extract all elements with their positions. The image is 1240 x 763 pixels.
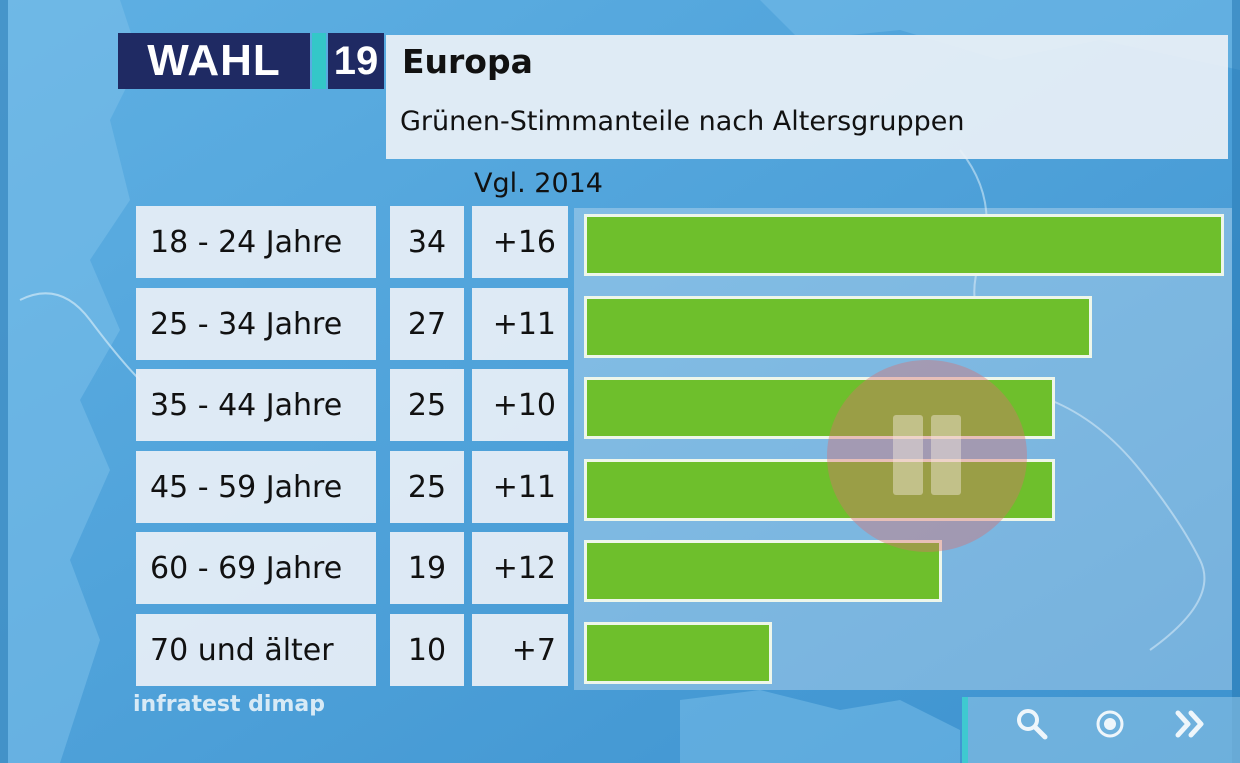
value-label: 25 — [390, 451, 464, 523]
logo-year: 19 — [328, 33, 384, 89]
record-icon[interactable] — [1090, 704, 1130, 744]
logo-wahl: WAHL — [118, 33, 310, 89]
search-icon[interactable] — [1012, 704, 1052, 744]
change-label: +11 — [472, 288, 568, 360]
pause-icon-bar-right — [931, 415, 961, 495]
chart-title: Europa — [402, 42, 533, 81]
change-label: +10 — [472, 369, 568, 441]
change-label: +7 — [472, 614, 568, 686]
value-label: 25 — [390, 369, 464, 441]
bar — [584, 377, 1055, 439]
change-label: +16 — [472, 206, 568, 278]
bar — [584, 214, 1224, 276]
title-panel — [386, 35, 1228, 159]
bar — [584, 459, 1055, 521]
category-label: 70 und älter — [136, 614, 376, 686]
value-label: 10 — [390, 614, 464, 686]
change-label: +12 — [472, 532, 568, 604]
chart-subtitle: Grünen-Stimmanteile nach Altersgruppen — [400, 106, 965, 137]
bar — [584, 622, 772, 684]
forward-icon[interactable] — [1170, 704, 1210, 744]
category-label: 18 - 24 Jahre — [136, 206, 376, 278]
pause-button[interactable] — [827, 360, 1027, 552]
category-label: 25 - 34 Jahre — [136, 288, 376, 360]
category-label: 45 - 59 Jahre — [136, 451, 376, 523]
value-label: 27 — [390, 288, 464, 360]
change-label: +11 — [472, 451, 568, 523]
category-label: 35 - 44 Jahre — [136, 369, 376, 441]
bar — [584, 540, 942, 602]
bar — [584, 296, 1092, 358]
value-label: 34 — [390, 206, 464, 278]
compare-column-header: Vgl. 2014 — [474, 168, 603, 199]
bar-area — [574, 208, 1232, 690]
category-label: 60 - 69 Jahre — [136, 532, 376, 604]
logo-accent — [312, 33, 326, 89]
source-label: infratest dimap — [133, 692, 325, 717]
player-controls-accent — [962, 697, 968, 763]
pause-icon-bar-left — [893, 415, 923, 495]
value-label: 19 — [390, 532, 464, 604]
